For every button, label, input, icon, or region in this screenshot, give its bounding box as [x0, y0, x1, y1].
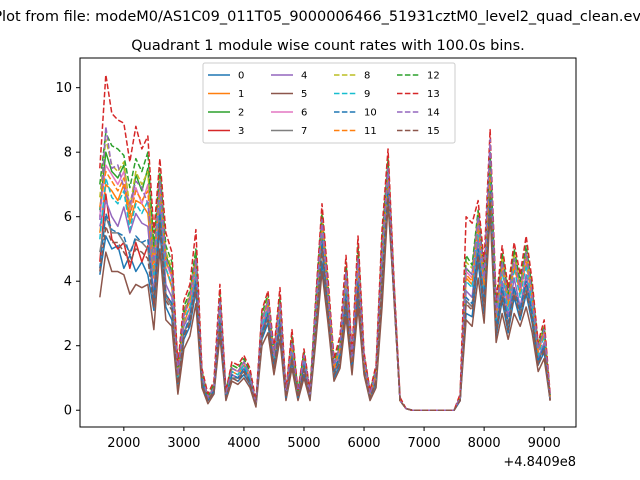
legend-label-5: 5 [301, 89, 307, 100]
legend-label-4: 4 [301, 71, 307, 82]
x-tick-label: 2000 [107, 436, 140, 451]
chart-title: Quadrant 1 module wise count rates with … [131, 38, 525, 54]
x-tick-label: 3000 [167, 436, 200, 451]
x-tick-label: 9000 [528, 436, 561, 451]
x-offset-label: +4.8409e8 [503, 455, 576, 470]
x-tick-label: 4000 [227, 436, 260, 451]
legend-label-8: 8 [364, 71, 370, 82]
y-tick-label: 8 [64, 146, 72, 161]
legend-label-3: 3 [238, 126, 244, 137]
legend-label-14: 14 [427, 108, 440, 119]
plot-frame [79, 57, 577, 428]
series-line-14 [99, 125, 551, 411]
x-tick-label: 8000 [468, 436, 501, 451]
legend-label-9: 9 [364, 89, 370, 100]
legend-label-15: 15 [427, 126, 440, 137]
legend-label-11: 11 [364, 126, 377, 137]
x-tick-label: 7000 [408, 436, 441, 451]
chart-suptitle: Plot from file: modeM0/AS1C09_011T05_900… [0, 9, 640, 25]
y-tick-label: 6 [64, 210, 72, 225]
x-tick-label: 6000 [347, 436, 380, 451]
y-tick-label: 4 [64, 275, 72, 290]
legend-label-1: 1 [238, 89, 244, 100]
legend-label-0: 0 [238, 71, 244, 82]
y-tick-label: 2 [64, 339, 72, 354]
y-tick-label: 10 [55, 81, 72, 96]
legend-box [202, 62, 456, 144]
y-tick-label: 0 [64, 404, 72, 419]
series-line-15 [99, 196, 551, 411]
legend-label-6: 6 [301, 108, 307, 119]
legend-label-13: 13 [427, 89, 440, 100]
legend-label-2: 2 [238, 108, 244, 119]
series-line-10 [99, 186, 551, 411]
legend-label-12: 12 [427, 71, 440, 82]
legend-label-10: 10 [364, 108, 377, 119]
x-tick-label: 5000 [287, 436, 320, 451]
series-line-5 [99, 203, 551, 411]
legend-label-7: 7 [301, 126, 307, 137]
series-layer [99, 74, 551, 411]
